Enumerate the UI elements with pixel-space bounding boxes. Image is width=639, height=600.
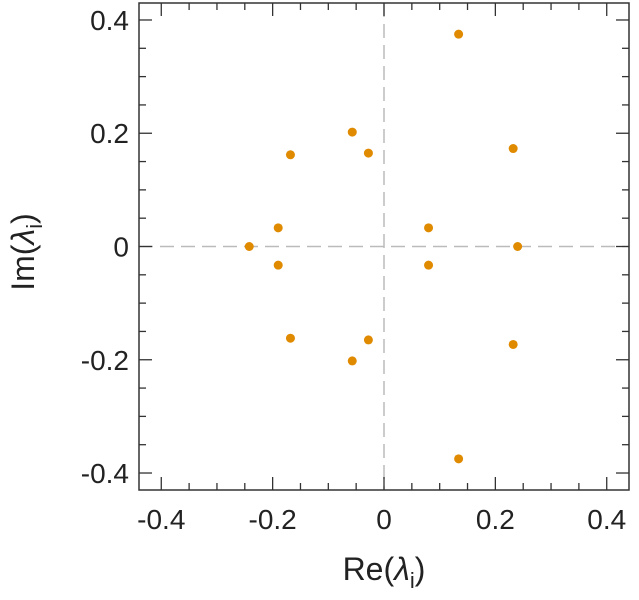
x-tick-label: -0.4: [137, 504, 185, 535]
y-axis-title-subscript: i: [22, 224, 47, 229]
y-axis-title-prefix: Im(: [5, 244, 41, 291]
data-point: [347, 127, 357, 137]
data-point: [285, 333, 295, 343]
x-axis-title-subscript: i: [410, 568, 415, 593]
zero-lines: [139, 3, 629, 490]
data-point: [508, 144, 518, 154]
data-point: [424, 223, 434, 233]
x-axis-title-suffix: ): [415, 551, 426, 587]
data-point: [273, 260, 283, 270]
x-axis-title-symbol: λ: [392, 551, 410, 587]
y-tick-label: 0: [113, 232, 129, 263]
data-point: [363, 148, 373, 158]
data-point: [508, 339, 518, 349]
x-axis-title: Re(λi): [343, 551, 426, 593]
data-point: [424, 260, 434, 270]
x-tick-label: 0.4: [587, 504, 626, 535]
data-point: [363, 335, 373, 345]
data-point: [454, 29, 464, 39]
y-axis-title: Im(λi): [5, 213, 47, 291]
y-tick-label: -0.2: [81, 345, 129, 376]
x-axis-title-prefix: Re(: [343, 551, 395, 587]
y-tick-label: 0.2: [90, 118, 129, 149]
data-point: [285, 150, 295, 160]
tick-labels: -0.4 -0.2 0 0.2 0.4 0.4 0.2 0 -0.2 -0.4: [81, 5, 626, 535]
y-axis-title-suffix: ): [5, 213, 41, 224]
data-point: [347, 356, 357, 366]
data-points: [244, 29, 523, 464]
y-tick-label: -0.4: [81, 458, 129, 489]
x-tick-label: 0: [376, 504, 392, 535]
data-point: [454, 454, 464, 464]
y-axis-title-symbol: λ: [5, 229, 41, 247]
axis-ticks: [139, 3, 629, 490]
data-point: [513, 242, 523, 251]
x-tick-label: 0.2: [476, 504, 515, 535]
data-point: [273, 223, 283, 233]
x-tick-label: -0.2: [249, 504, 297, 535]
data-point: [244, 242, 254, 251]
plot-frame: [138, 2, 630, 491]
y-tick-label: 0.4: [90, 5, 129, 36]
